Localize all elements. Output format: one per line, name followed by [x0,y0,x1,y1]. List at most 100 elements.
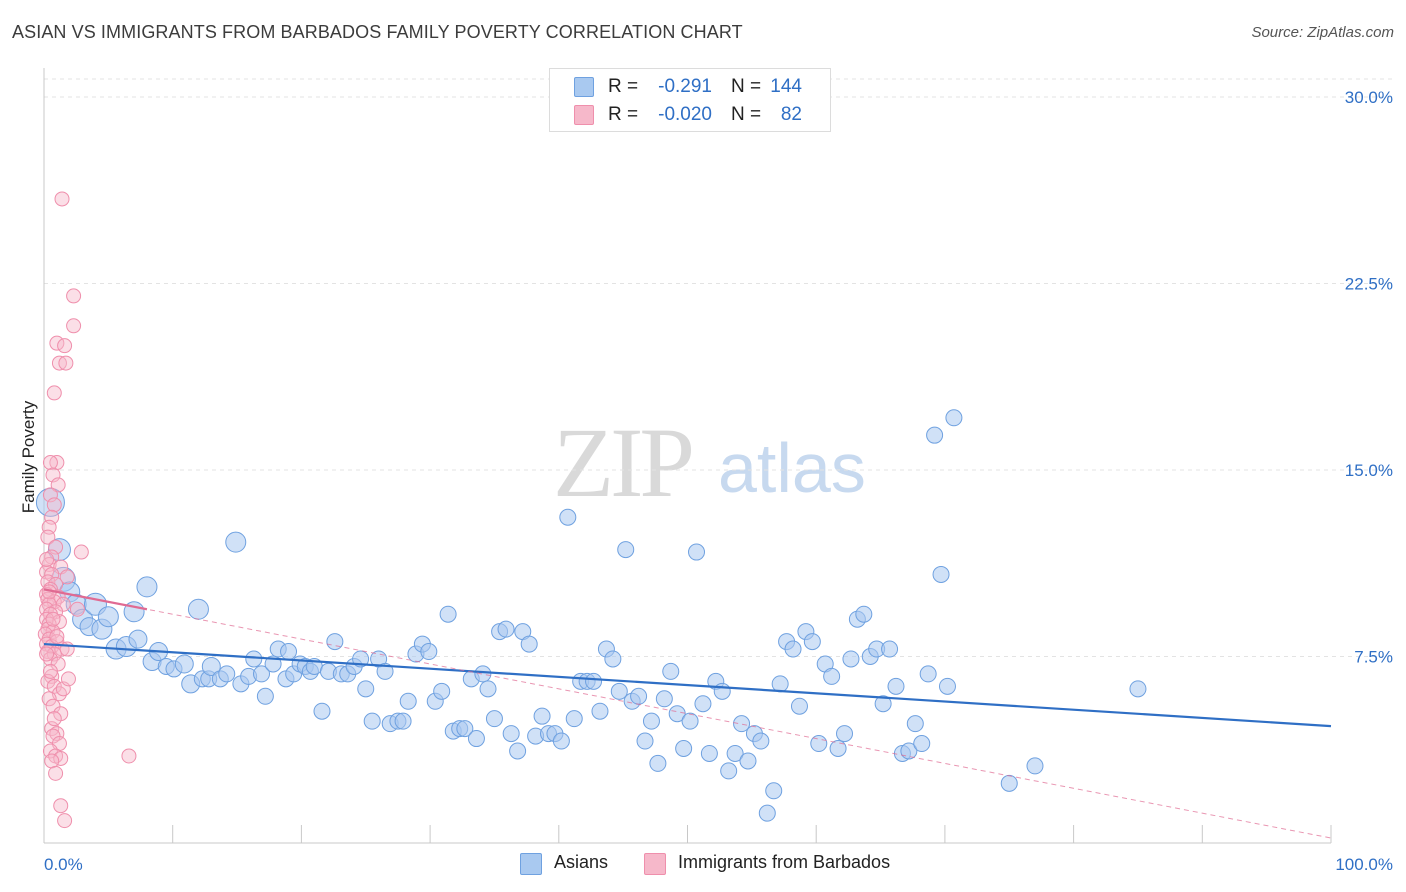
x-tick-label-max: 100.0% [1335,855,1393,874]
asians-point [509,742,527,760]
asians-point [881,640,899,658]
asians-point [720,762,738,780]
asians-point [604,650,622,668]
barbados-point [44,753,60,769]
axis-labels: 7.5% 15.0% 22.5% 30.0% 0.0% 100.0% Family Pove… [19,88,1393,874]
barbados-point [53,750,69,766]
asians-point [836,725,854,743]
asians-point [187,598,209,620]
source-label: Source: ZipAtlas.com [1251,24,1394,41]
y-tick-label: 7.5% [1354,648,1393,667]
barbados-point [57,338,73,354]
asians-point [174,654,194,674]
stats-legend: R = -0.291 N = 144 R = -0.020 N = 82 [549,68,831,132]
barbados-trend-line [43,588,1332,839]
barbados-point [40,529,56,545]
asians-point [97,606,119,628]
barbados-point [39,646,55,662]
asians-point [938,677,956,695]
barbados-point [42,651,58,667]
asians-point [932,565,950,583]
x-tick-label-min: 0.0% [44,855,83,874]
asians-point [610,682,628,700]
asians-point [552,732,570,750]
asians-point [842,650,860,668]
asians-point [520,635,538,653]
asians-point [823,667,841,685]
asians-point [201,656,221,676]
y-axis-title: Family Poverty [19,400,38,513]
barbados-point [69,601,85,617]
legend-n-value: 144 [770,76,802,97]
asians-point [765,782,783,800]
asians-point [433,682,451,700]
asians-point [218,665,236,683]
asians-point [253,665,271,683]
barbados-point [48,765,64,781]
asians-point [649,754,667,772]
asians-point [784,640,802,658]
barbados-point [41,691,57,707]
barbados-point [46,497,62,513]
asians-point [533,707,551,725]
asians-point [758,804,776,822]
series-label-asians: Asians [554,852,609,872]
legend-swatch-barbados [574,105,594,125]
asians-point [1026,757,1044,775]
asians-point [439,605,457,623]
series-swatch-barbados [644,853,666,875]
asians-point [926,426,944,444]
asians-point [357,680,375,698]
asians-points [35,409,1147,822]
asians-point [662,662,680,680]
asians-point [502,725,520,743]
asians-point [681,712,699,730]
asians-point [675,740,693,758]
asians-point [790,697,808,715]
barbados-point [49,629,65,645]
legend-n-value: 82 [780,104,802,125]
asians-point [855,605,873,623]
asians-point [1129,680,1147,698]
barbados-point [42,663,58,679]
asians-point [467,730,485,748]
legend-r-label: R = [608,104,639,125]
asians-point [655,690,673,708]
barbados-point [66,318,82,334]
barbados-point [46,646,62,662]
barbados-point [121,748,137,764]
asians-point [128,629,148,649]
asians-point [420,643,438,661]
asians-point [399,692,417,710]
asians-point [585,672,603,690]
asians-point [945,409,963,427]
barbados-point [59,569,75,585]
asians-point [913,735,931,753]
asians-point [363,712,381,730]
y-tick-label: 15.0% [1345,461,1393,480]
asians-point [906,715,924,733]
legend-swatch-asians [574,77,594,97]
legend-row-asians: R = -0.291 N = 144 [550,72,830,100]
asians-point [225,531,247,553]
asians-point [497,620,515,638]
asians-point [136,576,158,598]
barbados-point [46,711,62,727]
barbados-point [44,566,60,582]
asians-point [591,702,609,720]
barbados-point [42,455,58,471]
barbados-point [73,544,89,560]
asians-point [668,705,686,723]
asians-point [829,740,847,758]
watermark-atlas: atlas [718,429,866,507]
asians-point [474,665,492,683]
legend-r-value: -0.020 [658,104,712,125]
y-tick-label: 30.0% [1345,88,1393,107]
asians-point [739,752,757,770]
asians-point [376,662,394,680]
barbados-point [66,288,82,304]
barbados-point [50,477,66,493]
asians-point [326,633,344,651]
asians-point [700,744,718,762]
